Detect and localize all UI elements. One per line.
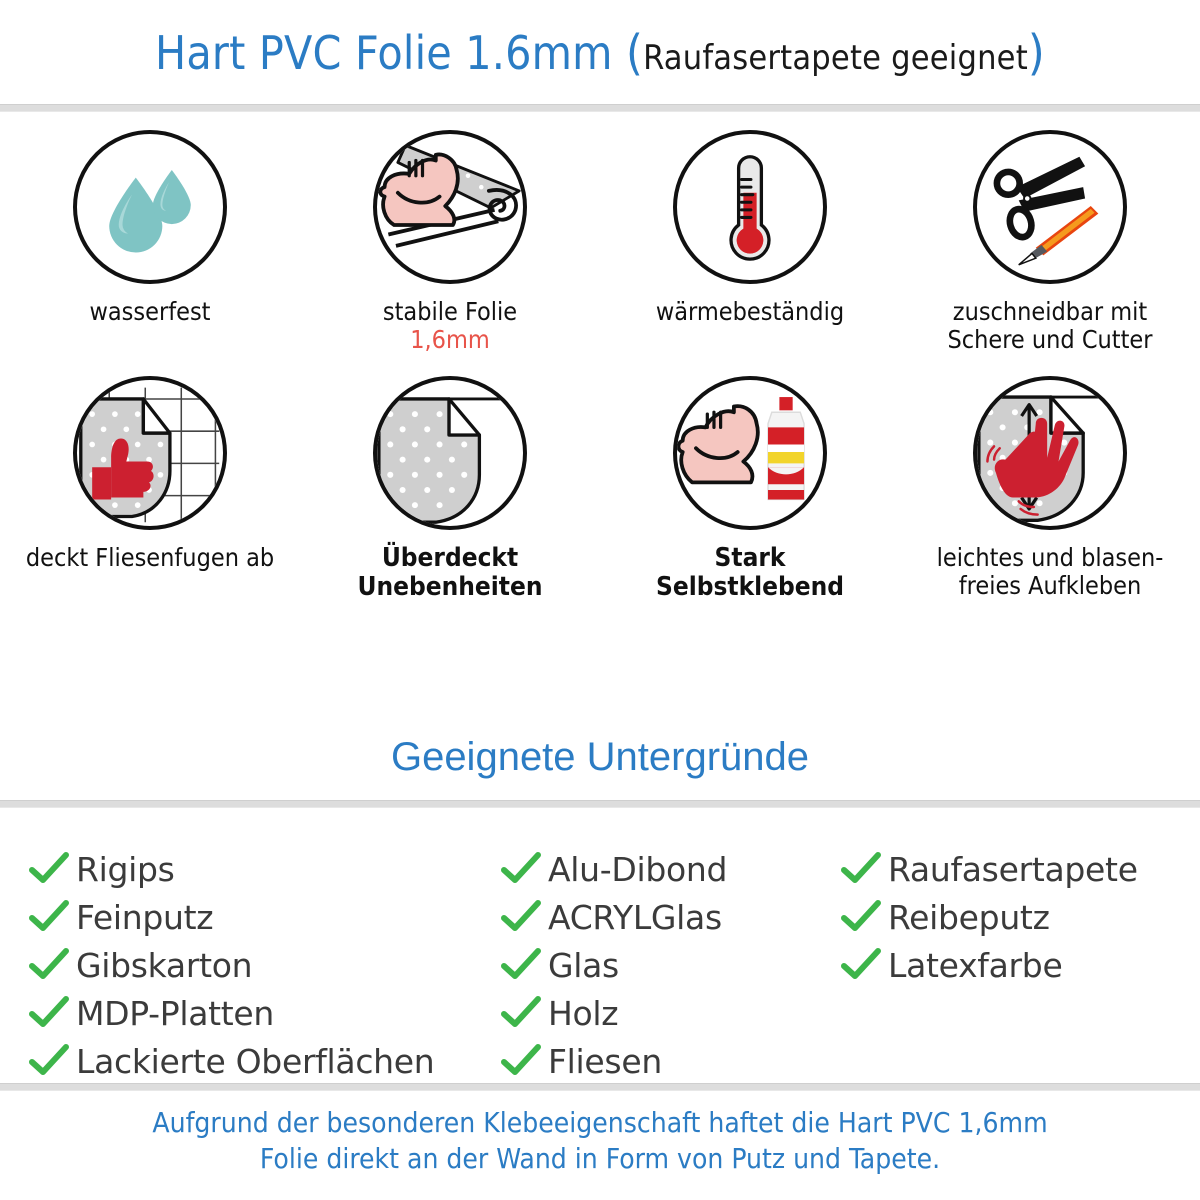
list-item-label: Raufasertapete: [888, 849, 1138, 889]
feature-item: wasserfest: [0, 130, 300, 354]
paren-close: ): [1027, 24, 1045, 81]
muscle-glue-icon: [677, 397, 805, 501]
check-mark-icon: [29, 1044, 69, 1075]
film-peel-icon: [377, 397, 520, 524]
checklist-column: Raufasertapete Reibeputz Latexfarbe: [830, 845, 1200, 1085]
footer-line-1: Aufgrund der besonderen Klebeeigenschaft…: [152, 1106, 1048, 1139]
page-title-sub: Raufasertapete geeignet: [643, 37, 1028, 78]
feature-subcaption: 1,6mm: [410, 325, 490, 354]
divider-bottom: [0, 1083, 1200, 1091]
list-item-label: Lackierte Oberflächen: [76, 1041, 435, 1081]
page-header: Hart PVC Folie 1.6mm (Raufasertapete gee…: [0, 0, 1200, 105]
list-item: Raufasertapete: [840, 845, 1200, 893]
check-mark-icon: [29, 900, 69, 931]
feature-icon-circle: [373, 376, 527, 530]
feature-caption: wasserfest: [89, 297, 211, 326]
check-mark-icon: [841, 852, 881, 883]
feature-icon-circle: [673, 130, 827, 284]
checklist-column: Rigips Feinputz Gibskarton MDP-Platten L…: [0, 845, 480, 1085]
check-mark-icon: [501, 1044, 541, 1075]
checklist-column: Alu-Dibond ACRYLGlas Glas Holz Fliesen: [480, 845, 830, 1085]
check-mark-icon: [29, 852, 69, 883]
list-item: Fliesen: [500, 1037, 830, 1085]
water-drops-icon: [109, 170, 191, 253]
footer-note: Aufgrund der besonderen Klebeeigenschaft…: [0, 1105, 1200, 1178]
list-item: Feinputz: [28, 893, 480, 941]
page-title-main: Hart PVC Folie 1.6mm: [155, 25, 613, 80]
feature-item: deckt Fliesenfugen ab: [0, 376, 300, 602]
feature-caption: Überdeckt Unebenheiten: [357, 543, 543, 603]
check-mark-icon: [29, 948, 69, 979]
list-item-label: ACRYLGlas: [548, 897, 722, 937]
thermometer-icon: [729, 155, 771, 261]
list-item-label: Glas: [548, 945, 619, 985]
page-title: Hart PVC Folie 1.6mm (Raufasertapete gee…: [155, 25, 1045, 81]
feature-icon-circle: [673, 376, 827, 530]
feature-caption: wärmebeständig: [655, 297, 845, 326]
list-item-label: MDP-Platten: [76, 993, 275, 1033]
feature-icon-circle: [73, 376, 227, 530]
feature-item: Überdeckt Unebenheiten: [300, 376, 600, 602]
thumbs-up-tiles-icon: [79, 387, 220, 523]
list-item: MDP-Platten: [28, 989, 480, 1037]
feature-caption: Stark Selbstklebend: [655, 543, 845, 603]
check-mark-icon: [29, 996, 69, 1027]
hand-smooth-icon: [977, 395, 1120, 522]
check-mark-icon: [501, 996, 541, 1027]
list-item-label: Gibskarton: [76, 945, 253, 985]
feature-icon-circle: [973, 130, 1127, 284]
list-item: Alu-Dibond: [500, 845, 830, 893]
feature-caption: zuschneidbar mit Schere und Cutter: [947, 297, 1153, 354]
divider-top: [0, 104, 1200, 112]
list-item: Latexfarbe: [840, 941, 1200, 989]
list-item-label: Holz: [548, 993, 619, 1033]
list-item: Gibskarton: [28, 941, 480, 989]
feature-row-1: wasserfest: [0, 130, 1200, 354]
strong-film-icon: [378, 143, 521, 248]
substrates-heading: Geeignete Untergründe: [390, 735, 810, 779]
feature-icon-circle: [373, 130, 527, 284]
feature-icon-circle: [73, 130, 227, 284]
feature-caption: stabile Folie: [382, 297, 518, 326]
list-item: ACRYLGlas: [500, 893, 830, 941]
list-item: Glas: [500, 941, 830, 989]
list-item: Holz: [500, 989, 830, 1037]
feature-grid: wasserfest: [0, 130, 1200, 690]
check-mark-icon: [501, 900, 541, 931]
paren-open: (: [626, 24, 644, 81]
feature-caption: deckt Fliesenfugen ab: [25, 543, 275, 572]
list-item-label: Reibeputz: [888, 897, 1050, 937]
footer-line-2: Folie direkt an der Wand in Form von Put…: [259, 1142, 941, 1176]
list-item: Lackierte Oberflächen: [28, 1037, 480, 1085]
check-mark-icon: [501, 852, 541, 883]
check-mark-icon: [841, 948, 881, 979]
substrate-checklist: Rigips Feinputz Gibskarton MDP-Platten L…: [0, 845, 1200, 1085]
list-item-label: Alu-Dibond: [548, 849, 728, 889]
feature-item: Stark Selbstklebend: [600, 376, 900, 602]
list-item-label: Latexfarbe: [888, 945, 1063, 985]
feature-caption: leichtes und blasen-freies Aufkleben: [936, 543, 1164, 600]
feature-icon-circle: [973, 376, 1127, 530]
check-mark-icon: [841, 900, 881, 931]
list-item-label: Feinputz: [76, 897, 214, 937]
feature-item: stabile Folie 1,6mm: [300, 130, 600, 354]
list-item: Rigips: [28, 845, 480, 893]
check-mark-icon: [501, 948, 541, 979]
feature-item: leichtes und blasen-freies Aufkleben: [900, 376, 1200, 602]
feature-row-2: deckt Fliesenfugen ab: [0, 376, 1200, 602]
list-item: Reibeputz: [840, 893, 1200, 941]
scissors-cutter-icon: [993, 156, 1099, 266]
list-item-label: Fliesen: [548, 1041, 662, 1081]
feature-item: zuschneidbar mit Schere und Cutter: [900, 130, 1200, 354]
divider-middle: [0, 800, 1200, 808]
feature-item: wärmebeständig: [600, 130, 900, 354]
list-item-label: Rigips: [76, 849, 175, 889]
